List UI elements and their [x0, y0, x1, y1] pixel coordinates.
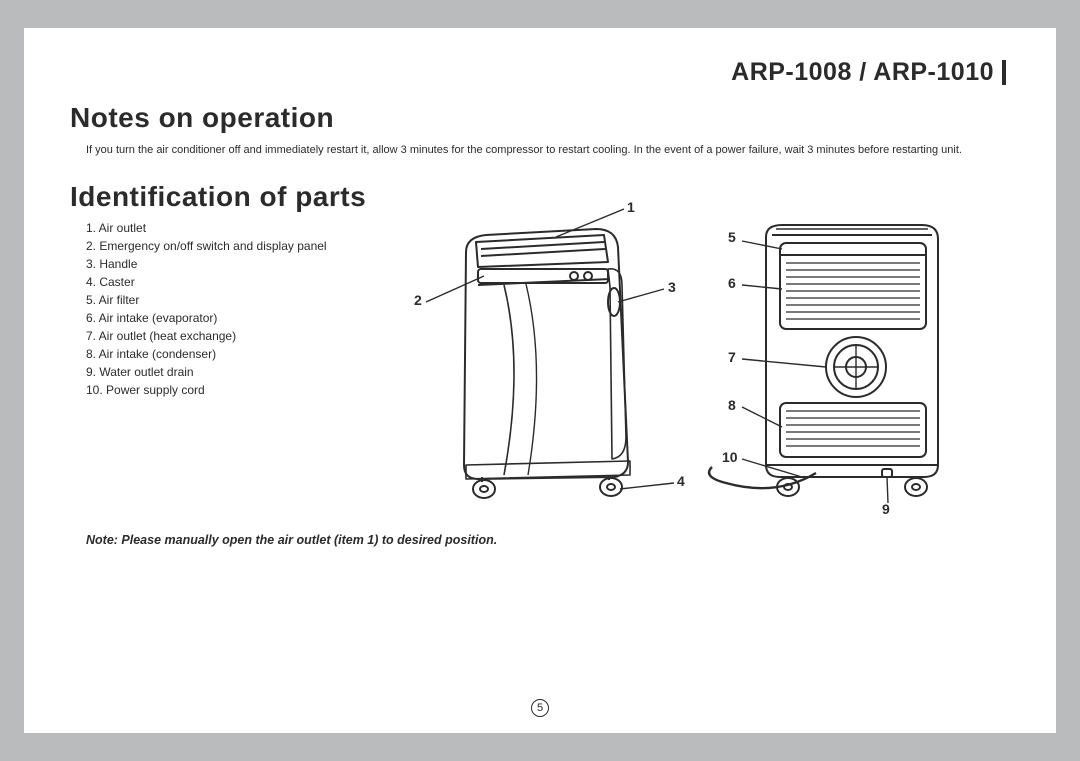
notes-paragraph: If you turn the air conditioner off and …	[86, 142, 1006, 159]
callout-4: 4	[677, 473, 685, 489]
heading-notes: Notes on operation	[70, 102, 1056, 134]
list-item: 7. Air outlet (heat exchange)	[86, 327, 366, 345]
list-item: 3. Handle	[86, 255, 366, 273]
callout-6: 6	[728, 275, 736, 291]
callout-9: 9	[882, 501, 890, 517]
back-view-diagram: 5 6 7 8 9 10	[706, 207, 986, 517]
callout-2: 2	[414, 292, 422, 308]
manual-page: ARP-1008 / ARP-1010 Notes on operation I…	[24, 28, 1056, 733]
note-bold: Note: Please manually open the air outle…	[86, 533, 1056, 547]
callout-1: 1	[627, 199, 635, 215]
callout-8: 8	[728, 397, 736, 413]
callout-10: 10	[722, 449, 738, 465]
list-item: 2. Emergency on/off switch and display p…	[86, 237, 366, 255]
list-item: 9. Water outlet drain	[86, 363, 366, 381]
list-item: 8. Air intake (condenser)	[86, 345, 366, 363]
parts-row: 1. Air outlet 2. Emergency on/off switch…	[24, 219, 1056, 519]
list-item: 1. Air outlet	[86, 219, 366, 237]
list-item: 6. Air intake (evaporator)	[86, 309, 366, 327]
list-item: 5. Air filter	[86, 291, 366, 309]
callout-5: 5	[728, 229, 736, 245]
page-number: 5	[531, 699, 549, 717]
callout-3: 3	[668, 279, 676, 295]
front-view-diagram: 1 2 3 4	[386, 207, 686, 507]
model-header: ARP-1008 / ARP-1010	[731, 60, 1006, 85]
list-item: 10. Power supply cord	[86, 381, 366, 399]
callout-7: 7	[728, 349, 736, 365]
diagrams-area: 1 2 3 4	[366, 219, 1056, 519]
parts-list: 1. Air outlet 2. Emergency on/off switch…	[86, 219, 366, 519]
list-item: 4. Caster	[86, 273, 366, 291]
